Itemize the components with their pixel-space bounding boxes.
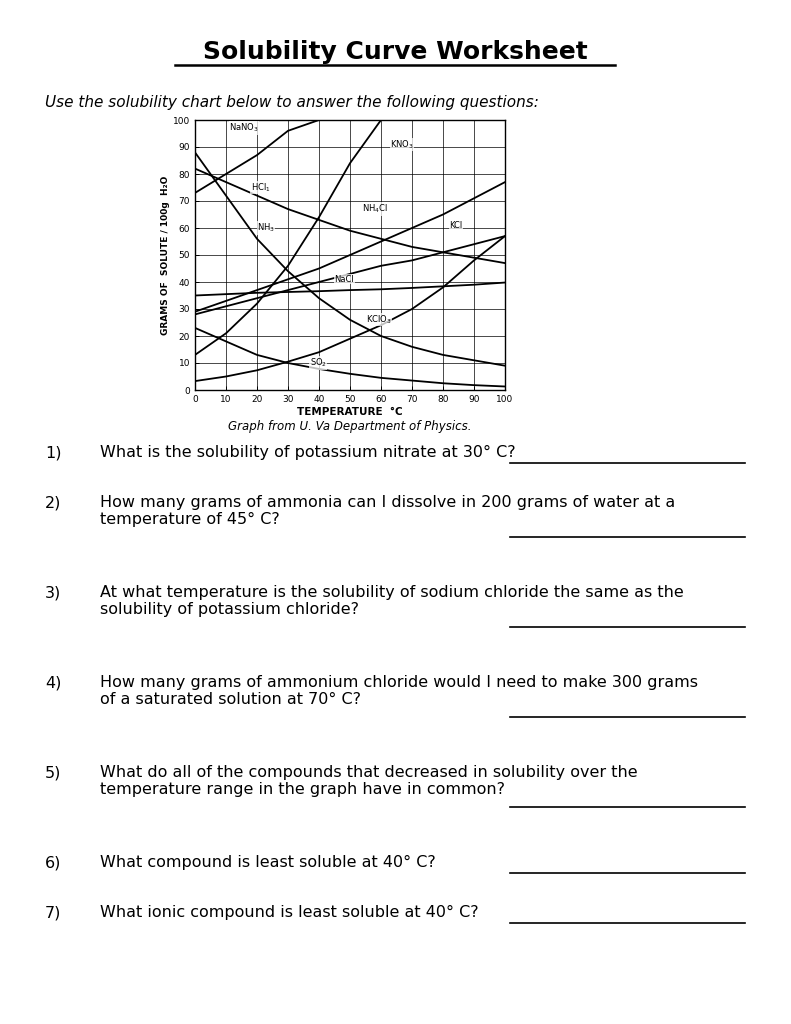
Text: 3): 3) (45, 585, 61, 600)
Text: What do all of the compounds that decreased in solubility over the
temperature r: What do all of the compounds that decrea… (100, 765, 638, 798)
Text: What ionic compound is least soluble at 40° C?: What ionic compound is least soluble at … (100, 905, 479, 920)
Text: 7): 7) (45, 905, 62, 920)
Text: HCl$_1$: HCl$_1$ (251, 181, 271, 194)
Text: At what temperature is the solubility of sodium chloride the same as the
solubil: At what temperature is the solubility of… (100, 585, 683, 617)
Text: 2): 2) (45, 495, 62, 510)
Text: NH$_4$Cl: NH$_4$Cl (362, 203, 388, 215)
Text: 1): 1) (45, 445, 62, 460)
Text: How many grams of ammonium chloride would I need to make 300 grams
of a saturate: How many grams of ammonium chloride woul… (100, 675, 698, 708)
Text: What compound is least soluble at 40° C?: What compound is least soluble at 40° C? (100, 855, 436, 870)
Text: How many grams of ammonia can I dissolve in 200 grams of water at a
temperature : How many grams of ammonia can I dissolve… (100, 495, 676, 527)
Text: NaCl: NaCl (335, 274, 354, 284)
Text: 4): 4) (45, 675, 62, 690)
Text: KCl: KCl (449, 221, 463, 229)
Text: NH$_3$: NH$_3$ (257, 222, 274, 234)
Text: Graph from U. Va Department of Physics.: Graph from U. Va Department of Physics. (229, 420, 471, 433)
Text: 6): 6) (45, 855, 62, 870)
Text: Solubility Curve Worksheet: Solubility Curve Worksheet (202, 40, 588, 63)
X-axis label: TEMPERATURE  °C: TEMPERATURE °C (297, 407, 403, 417)
Text: KClO$_3$: KClO$_3$ (365, 313, 392, 326)
Text: Use the solubility chart below to answer the following questions:: Use the solubility chart below to answer… (45, 95, 539, 110)
Text: KNO$_3$: KNO$_3$ (390, 138, 414, 151)
Text: 5): 5) (45, 765, 62, 780)
Y-axis label: GRAMS OF  SOLUTE / 100g  H₂O: GRAMS OF SOLUTE / 100g H₂O (161, 175, 170, 335)
Text: What is the solubility of potassium nitrate at 30° C?: What is the solubility of potassium nitr… (100, 445, 516, 460)
Text: NaNO$_3$: NaNO$_3$ (229, 122, 259, 134)
Text: SO$_2$: SO$_2$ (310, 356, 327, 370)
